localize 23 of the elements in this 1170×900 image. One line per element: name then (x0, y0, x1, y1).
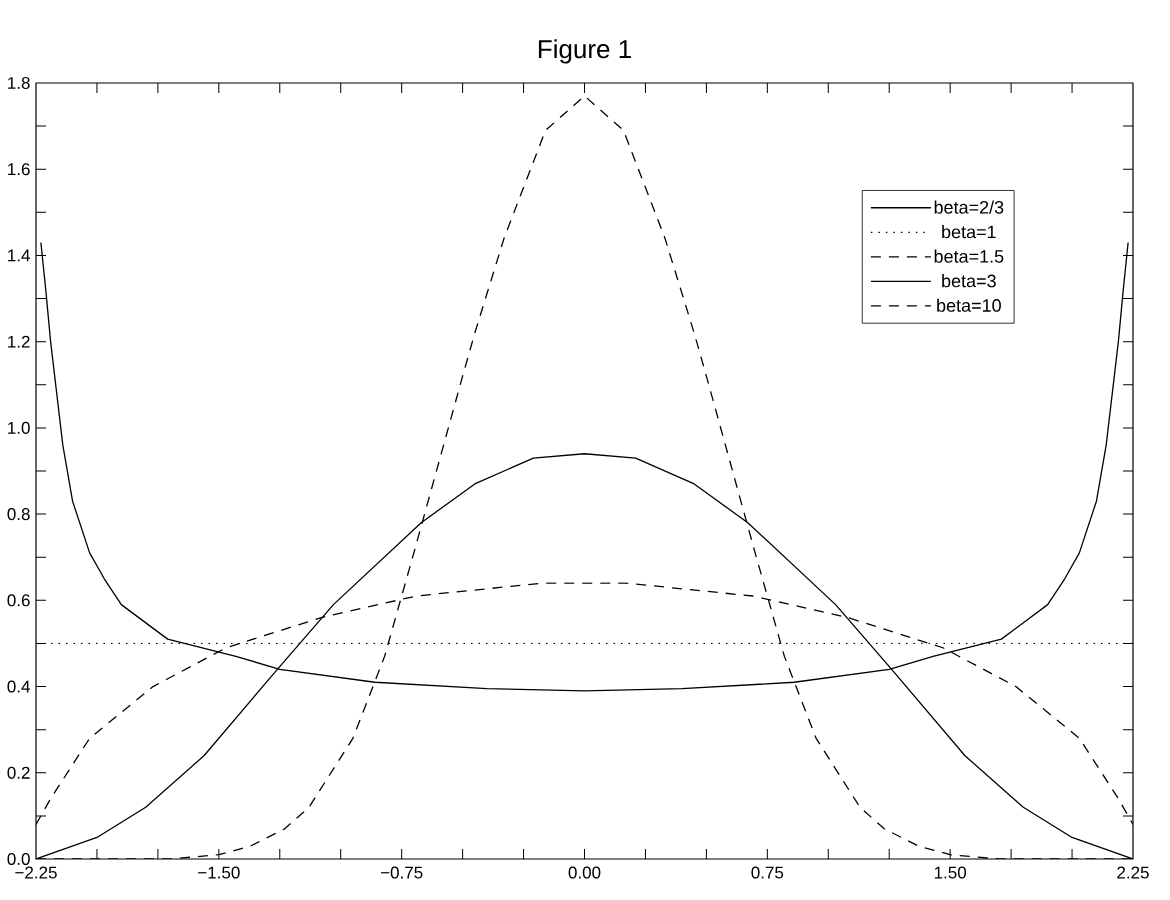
y-tick-label: 0.4 (7, 680, 30, 693)
y-tick-label: 1.0 (8, 421, 30, 434)
legend-label: beta=1 (942, 225, 996, 239)
y-tick-label: 0.0 (7, 852, 30, 866)
legend-label: beta=3 (942, 274, 996, 288)
y-tick-label: 1.8 (8, 76, 30, 90)
y-tick-label: 0.2 (7, 766, 30, 779)
legend-label: beta=10 (937, 298, 1001, 312)
legend-label: beta=1.5 (934, 249, 1004, 263)
x-tick-label: 0.00 (568, 866, 601, 879)
x-tick-label: 0.75 (751, 866, 784, 879)
x-tick-label: 1.50 (934, 866, 967, 879)
y-tick-label: 1.4 (8, 249, 30, 262)
y-tick-label: 0.6 (7, 594, 30, 607)
x-tick-label: −1.50 (198, 866, 240, 879)
y-tick-label: 0.8 (7, 508, 30, 521)
y-tick-label: 1.6 (8, 163, 30, 176)
x-tick-label: −0.75 (380, 866, 423, 879)
x-tick-label: −2.25 (15, 866, 57, 879)
legend-label: beta=2/3 (934, 200, 1004, 214)
x-tick-label: 2.25 (1117, 866, 1149, 879)
y-tick-label: 1.2 (8, 335, 30, 348)
chart-title: Figure 1 (538, 39, 631, 64)
